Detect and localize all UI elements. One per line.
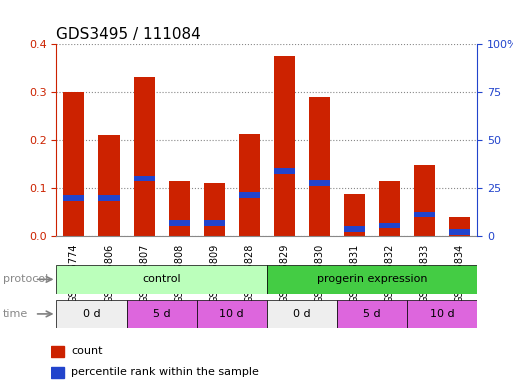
Bar bbox=[407, 300, 477, 328]
Bar bbox=[51, 367, 65, 378]
Text: count: count bbox=[71, 346, 103, 356]
Text: 10 d: 10 d bbox=[430, 309, 455, 319]
Bar bbox=[133, 176, 154, 182]
Bar bbox=[379, 223, 400, 228]
Text: percentile rank within the sample: percentile rank within the sample bbox=[71, 367, 259, 377]
Bar bbox=[98, 195, 120, 200]
Text: GDS3495 / 111084: GDS3495 / 111084 bbox=[56, 26, 201, 41]
Text: 0 d: 0 d bbox=[83, 309, 101, 319]
Bar bbox=[267, 265, 477, 294]
Bar bbox=[169, 220, 190, 226]
Bar bbox=[239, 192, 260, 198]
Text: control: control bbox=[142, 274, 181, 285]
Bar bbox=[127, 300, 196, 328]
Bar bbox=[309, 97, 330, 236]
Text: protocol: protocol bbox=[3, 274, 48, 285]
Bar bbox=[274, 169, 295, 174]
Text: time: time bbox=[3, 309, 28, 319]
Bar bbox=[196, 300, 267, 328]
Bar bbox=[64, 195, 85, 200]
Bar bbox=[98, 136, 120, 236]
Bar bbox=[337, 300, 407, 328]
Bar bbox=[64, 92, 85, 236]
Text: progerin expression: progerin expression bbox=[317, 274, 427, 285]
Bar bbox=[204, 184, 225, 236]
Bar bbox=[449, 217, 470, 236]
Bar bbox=[449, 230, 470, 235]
Bar bbox=[344, 226, 365, 232]
Bar bbox=[379, 181, 400, 236]
Bar bbox=[56, 300, 127, 328]
Bar bbox=[239, 134, 260, 236]
Bar bbox=[274, 56, 295, 236]
Bar bbox=[344, 194, 365, 236]
Bar bbox=[51, 346, 65, 357]
Bar bbox=[204, 220, 225, 226]
Text: 5 d: 5 d bbox=[153, 309, 170, 319]
Bar bbox=[414, 212, 435, 217]
Bar bbox=[133, 77, 154, 236]
Text: 0 d: 0 d bbox=[293, 309, 311, 319]
Bar bbox=[309, 180, 330, 186]
Text: 10 d: 10 d bbox=[220, 309, 244, 319]
Bar bbox=[56, 265, 267, 294]
Bar bbox=[267, 300, 337, 328]
Text: 5 d: 5 d bbox=[363, 309, 381, 319]
Bar bbox=[414, 165, 435, 236]
Bar bbox=[169, 182, 190, 236]
